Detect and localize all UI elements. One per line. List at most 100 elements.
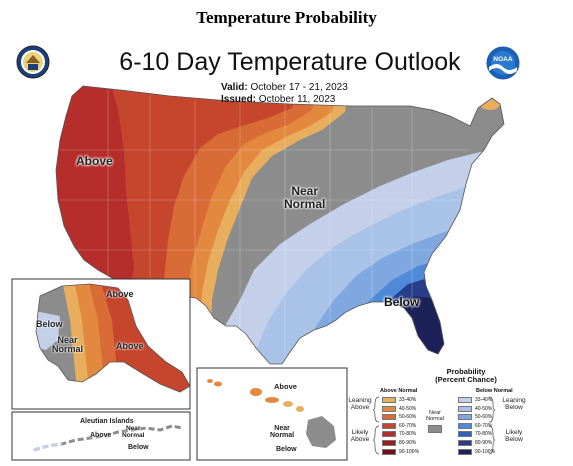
legend-above-range-label: 33-40% — [399, 397, 417, 403]
legend-leaning-below-line1: Leaning — [502, 397, 526, 404]
valid-label: Valid: — [221, 82, 248, 93]
hawaii-above: Above — [274, 382, 297, 391]
ak-near-line2: Normal — [52, 344, 84, 355]
legend-leaning-below-line2: Below — [505, 404, 523, 412]
legend-below-row: 60-70% — [458, 422, 493, 429]
ak-label-above-north: Above — [106, 289, 134, 299]
ak-label-below: Below — [36, 319, 63, 329]
legend-above-swatch — [382, 422, 396, 429]
legend-above-row: 90-100% — [382, 448, 420, 455]
legend-above-swatch — [382, 448, 396, 455]
ak-near-line1: Near — [57, 335, 78, 345]
legend-below-swatch — [458, 405, 472, 412]
legend-title-line2: (Percent Chance) — [435, 375, 497, 385]
aleutian-near-line2: Normal — [122, 431, 145, 439]
aleutian-near-line1: Near — [125, 425, 141, 432]
legend-likely-above: Likely Above — [344, 429, 376, 443]
legend-near-line1: Near — [429, 410, 441, 416]
legend-below-range-label: 70-80% — [475, 431, 493, 438]
legend-below-range-label: 60-70% — [475, 422, 493, 429]
aleutian-near-normal: Near Normal — [122, 425, 145, 440]
legend-leaning-above-line2: Above — [350, 404, 370, 412]
hawaii-near-line1: Near — [274, 425, 290, 432]
legend-likely-above-line1: Likely — [351, 429, 369, 436]
legend-below-swatch — [458, 422, 472, 429]
legend-above-range-label: 80-90% — [399, 440, 417, 446]
alaska-inset — [11, 278, 191, 410]
legend-below-row: 80-90% — [458, 440, 492, 446]
legend-likely-below: Likely Below — [496, 429, 532, 443]
legend-above-row: 40-50% — [382, 405, 417, 412]
legend-title: Probability (Percent Chance) — [371, 367, 561, 385]
legend-below-swatch — [458, 414, 472, 421]
legend-above-swatch — [382, 414, 396, 421]
legend-below-swatch — [458, 397, 472, 403]
issued-label: Issued: — [221, 94, 257, 105]
legend-leaning-above-line1: Leaning — [348, 397, 372, 404]
legend-above-range-label: 70-80% — [399, 431, 417, 438]
legend-below-range-label: 80-90% — [475, 440, 493, 446]
legend-above-brackets — [372, 396, 380, 455]
legend-near-line2: Normal — [426, 416, 444, 423]
legend-above-range-label: 60-70% — [399, 422, 417, 429]
ak-label-near-normal: Near Normal — [52, 335, 84, 355]
hawaii-below: Below — [276, 446, 297, 453]
legend-likely-below-line2: Below — [505, 436, 523, 444]
legend-leaning-below: Leaning Below — [496, 397, 532, 411]
noaa-logo-text: NOAA — [493, 56, 512, 63]
legend-below-row: 90-100% — [458, 448, 496, 455]
legend-below-brackets — [488, 396, 496, 455]
legend-above-range-label: 40-50% — [399, 405, 417, 412]
legend-above-row: 70-80% — [382, 431, 417, 438]
legend-above-range-label: 50-60% — [399, 414, 417, 421]
legend-near-normal-swatch — [428, 425, 442, 433]
aleutian-above: Above — [90, 432, 112, 439]
ak-label-above-south: Above — [116, 341, 144, 351]
legend-above-swatch — [382, 397, 396, 403]
legend-near-normal-label: Near Normal — [422, 410, 448, 422]
legend-below-range-label: 50-60% — [475, 414, 493, 421]
valid-dates: Valid: October 17 - 21, 2023 — [221, 82, 348, 93]
label-near-normal: Near Normal — [284, 185, 325, 210]
legend-above-swatch — [382, 405, 396, 412]
legend-title-line1: Probability — [446, 367, 486, 376]
hawaii-near-normal: Near Normal — [270, 425, 294, 440]
legend-above-row: 60-70% — [382, 422, 417, 429]
label-below-southeast: Below — [384, 295, 420, 309]
legend-likely-above-line2: Above — [350, 436, 370, 444]
issued-date: Issued: October 11, 2023 — [221, 94, 335, 105]
page-heading: Temperature Probability — [196, 8, 377, 27]
valid-date-range: October 17 - 21, 2023 — [250, 82, 348, 93]
issued-date-value: October 11, 2023 — [258, 94, 336, 105]
legend-above-row: 80-90% — [382, 440, 416, 446]
commerce-seal-icon — [16, 45, 50, 79]
label-above-west: Above — [76, 154, 113, 168]
legend-above-swatch — [382, 431, 396, 438]
legend-below-row: 40-50% — [458, 405, 493, 412]
legend-leaning-above: Leaning Above — [344, 397, 376, 411]
hawaii-near-line2: Normal — [270, 432, 295, 440]
legend-below-row: 33-40% — [458, 397, 492, 403]
near-normal-line2: Normal — [284, 196, 326, 211]
legend-below-row: 50-60% — [458, 414, 493, 421]
legend-below-range-label: 90-100% — [475, 448, 496, 455]
legend-below-row: 70-80% — [458, 431, 493, 438]
legend-below-swatch — [458, 448, 472, 455]
aleutian-title: Aleutian Islands — [80, 418, 134, 425]
legend-above-row: 50-60% — [382, 414, 417, 421]
aleutian-inset — [11, 411, 191, 461]
aleutian-below: Below — [128, 444, 149, 451]
map-title: 6-10 Day Temperature Outlook — [119, 48, 461, 76]
legend-below-header: Below Normal — [476, 388, 513, 394]
legend-above-swatch — [382, 440, 396, 446]
legend-above-header: Above Normal — [380, 388, 418, 394]
noaa-logo-icon: NOAA — [485, 45, 521, 81]
hawaii-inset — [196, 367, 348, 461]
legend-above-range-label: 90-100% — [399, 448, 420, 455]
legend-below-range-label: 33-40% — [475, 397, 493, 403]
legend-below-range-label: 40-50% — [475, 405, 493, 412]
legend-likely-below-line1: Likely — [505, 429, 523, 436]
near-normal-line1: Near — [291, 184, 319, 198]
legend-below-swatch — [458, 440, 472, 446]
